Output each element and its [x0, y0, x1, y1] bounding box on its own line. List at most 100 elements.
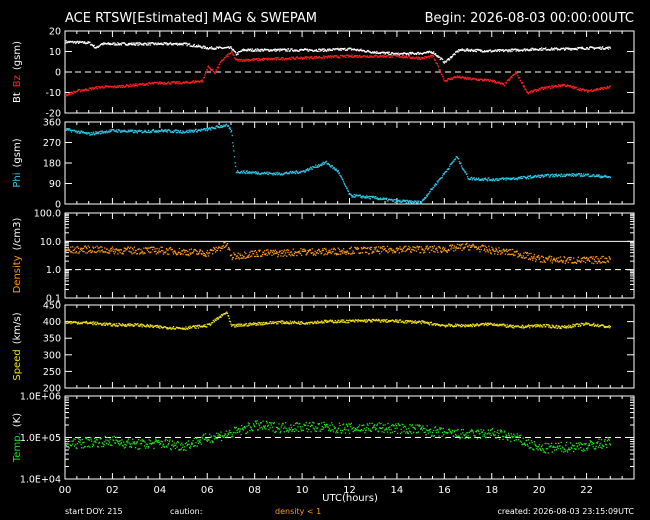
data-point	[358, 50, 360, 52]
data-point	[242, 48, 245, 50]
data-point	[434, 185, 436, 187]
data-point	[65, 42, 67, 44]
y-tick-label: 0.1	[46, 294, 61, 305]
data-point	[527, 254, 529, 256]
data-point	[530, 92, 532, 94]
data-point	[116, 323, 118, 325]
data-point	[213, 321, 216, 323]
data-point	[132, 324, 134, 326]
data-point	[361, 252, 364, 254]
data-point	[503, 248, 505, 250]
data-point	[235, 324, 237, 327]
data-point	[535, 259, 537, 261]
data-point	[275, 50, 277, 52]
data-point	[527, 258, 530, 260]
data-point	[425, 57, 427, 59]
data-point	[506, 248, 508, 250]
data-point	[353, 55, 355, 58]
data-point	[235, 255, 237, 257]
data-point	[276, 252, 278, 254]
data-point	[114, 42, 116, 44]
data-point	[202, 252, 204, 254]
data-point	[236, 170, 239, 172]
data-point	[459, 247, 461, 249]
y-tick-label: 0	[55, 68, 61, 79]
data-point	[539, 257, 541, 259]
data-point	[363, 196, 365, 198]
data-point	[185, 131, 187, 133]
data-point	[506, 49, 508, 51]
data-point	[257, 173, 259, 175]
data-point	[422, 321, 424, 323]
data-point	[217, 317, 220, 320]
data-point	[445, 249, 447, 252]
data-point	[285, 172, 287, 174]
data-point	[361, 319, 364, 322]
data-point	[551, 49, 553, 51]
data-point	[609, 85, 611, 87]
data-point	[502, 249, 504, 251]
data-point	[245, 50, 248, 52]
data-point	[158, 326, 160, 329]
data-point	[345, 322, 347, 324]
data-point	[188, 327, 191, 329]
data-point	[373, 56, 375, 58]
data-point	[523, 252, 525, 254]
data-point	[217, 67, 219, 69]
data-point	[234, 57, 236, 59]
data-point	[305, 56, 307, 58]
data-point	[405, 56, 407, 58]
data-point	[306, 58, 308, 60]
data-point	[460, 49, 463, 51]
data-point	[447, 168, 450, 170]
data-point	[281, 174, 284, 176]
data-point	[417, 202, 419, 204]
data-point	[94, 251, 96, 253]
data-point	[101, 130, 103, 132]
data-point	[121, 252, 124, 254]
data-point	[421, 199, 424, 202]
data-point	[254, 59, 256, 61]
data-point	[395, 321, 397, 323]
data-point	[511, 253, 513, 255]
data-point	[101, 86, 103, 88]
data-point	[148, 325, 150, 327]
data-point	[192, 81, 194, 83]
data-point	[72, 93, 74, 95]
data-point	[361, 197, 363, 199]
data-point	[490, 252, 492, 254]
data-point	[139, 42, 141, 44]
panels: 20100-10-20BtBz(gsm)360270180900Phi(gsm)…	[12, 27, 635, 486]
data-point	[425, 196, 427, 198]
data-point	[475, 78, 477, 80]
data-point	[91, 322, 93, 325]
data-point	[286, 50, 288, 52]
data-point	[251, 48, 253, 50]
data-point	[599, 176, 601, 178]
data-point	[185, 326, 187, 328]
data-point	[91, 133, 93, 136]
data-point	[280, 252, 282, 254]
data-point	[207, 65, 210, 67]
data-point	[249, 48, 252, 50]
data-point	[299, 250, 301, 252]
data-point	[318, 57, 320, 59]
data-point	[246, 170, 248, 172]
data-point	[174, 83, 176, 85]
data-point	[297, 321, 300, 323]
data-point	[542, 49, 544, 51]
data-point	[568, 47, 570, 49]
data-point	[327, 252, 329, 254]
data-point	[433, 184, 435, 186]
data-point	[357, 248, 359, 250]
data-point	[442, 246, 444, 248]
data-point	[197, 44, 200, 46]
data-point	[379, 52, 381, 55]
data-point	[460, 162, 462, 164]
data-point	[364, 320, 366, 322]
data-point	[493, 79, 495, 82]
data-point	[543, 259, 545, 261]
data-point	[402, 250, 404, 252]
data-point	[488, 80, 490, 82]
data-point	[226, 125, 229, 127]
